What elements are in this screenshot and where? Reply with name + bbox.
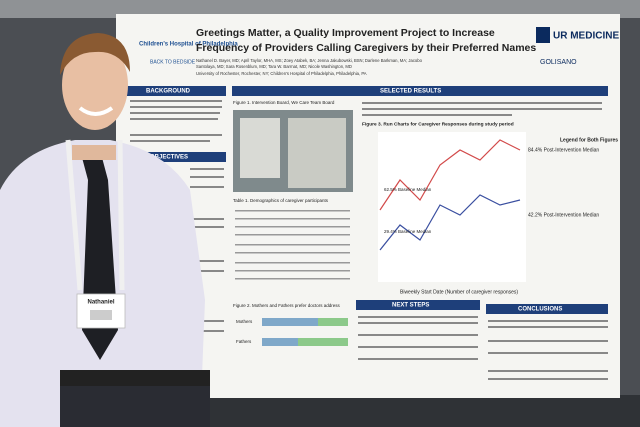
hair [60,33,130,75]
chart-label: 84.4% Post-Intervention Median [528,147,599,153]
bar-label: Fathers [236,339,252,344]
section-bar [486,304,608,314]
section-title: NEXT STEPS [392,303,429,309]
bar [298,338,348,346]
university-logo: UR MEDICINE [553,31,619,42]
section-title: SELECTED RESULTS [380,89,441,95]
figure-caption: Figure 2. Mothers and Fathers prefer doc… [233,303,341,308]
authors: Santolaya, MD; Sara Rosenblum, MD; Tara … [196,64,352,69]
board [288,118,346,188]
chart-axis-label: Biweekly Start Date (Number of caregiver… [400,289,518,295]
title: Greetings Matter, a Quality Improvement … [196,27,495,39]
bar-label: Mothers [236,319,253,324]
section-bar [124,86,226,96]
logo-shield [536,27,550,43]
bar [262,318,318,326]
partner-logo: GOLISANO [540,59,577,66]
section-title: OBJECTIVES [150,155,188,161]
section-bar [232,86,608,96]
program: BACK TO BEDSIDE [150,59,196,65]
hospital: Children's Hospital of Philadelphia [139,42,238,48]
section-title: BACKGROUND [146,89,191,95]
run-chart [378,132,526,282]
section-title: CONCLUSIONS [518,307,562,313]
legend-title: Legend for Both Figures [560,137,618,143]
affiliation: University of Rochester, Rochester, NY; … [196,71,367,76]
chart-label: 42.2% Post-Intervention Median [528,212,599,218]
chart-label: 29.4% Baseline Median [384,229,432,234]
authors: Nathanel D. Bayer, MD; April Taylor, MHA… [196,58,423,63]
bar [262,338,298,346]
section-bar [124,152,226,162]
chart-label: 62.5% Baseline Median [384,187,432,192]
badge-photo [90,310,112,320]
figure-caption: Figure 1. Intervention Board, We Care Te… [233,100,335,105]
smile [78,106,114,116]
neck [72,145,116,160]
section-bar [356,300,480,310]
table-caption: Table 1. Demographics of caregiver parti… [233,198,329,203]
lanyard [65,139,125,291]
figure-caption: Figure 3. Run Charts for Caregiver Respo… [362,121,514,127]
title: Frequency of Providers Calling Caregiver… [196,42,536,54]
run-line [379,194,521,251]
run-line [379,139,521,211]
belt [60,370,210,386]
badge-name: Nathaniel [87,300,114,306]
bar [318,318,348,326]
ceiling [0,0,640,18]
board [240,118,280,178]
trousers [60,386,210,427]
